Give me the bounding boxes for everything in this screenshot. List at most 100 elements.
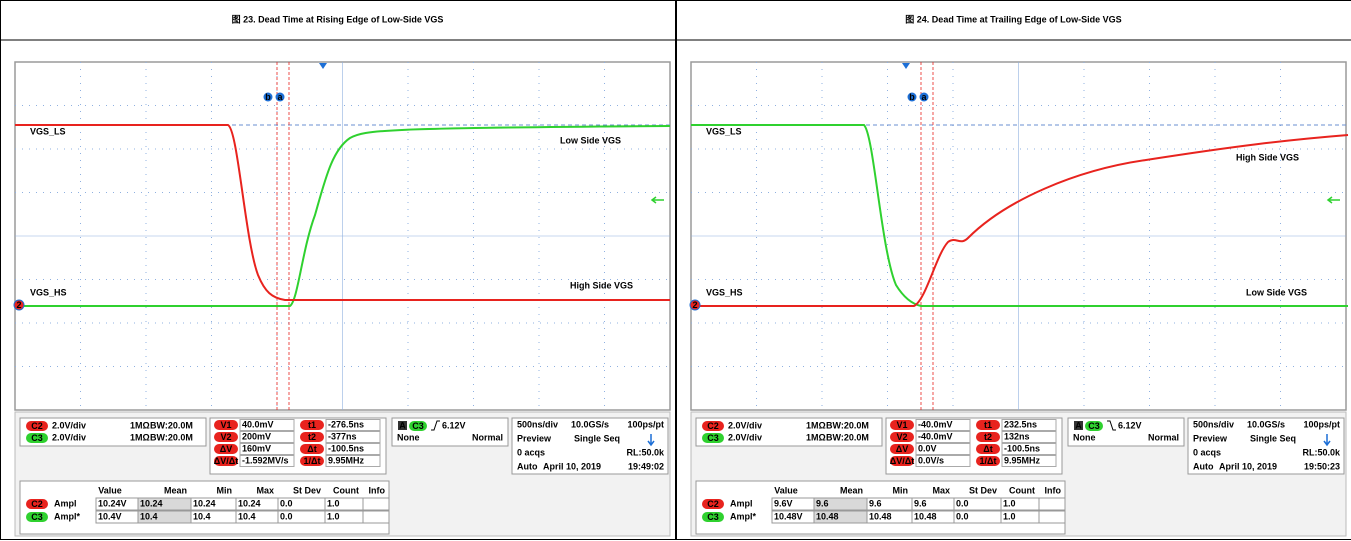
measurement-cell: 10.24 — [238, 498, 261, 508]
measurement-name: Ampl* — [730, 511, 757, 521]
badge-label: V2 — [896, 432, 907, 442]
panel: 图 23. Dead Time at Rising Edge of Low-Si… — [0, 0, 676, 540]
badge-label: C3 — [1088, 421, 1100, 431]
offset-arrow — [650, 196, 664, 204]
annotation: Low Side VGS — [560, 135, 621, 145]
trigger-level: 6.12V — [442, 420, 466, 430]
badge-label: Δt — [307, 444, 316, 454]
trace-c3 — [691, 124, 1348, 307]
measurement-cell: 9.6V — [774, 498, 793, 508]
badge — [1085, 421, 1103, 431]
measurement-cell: 1.0 — [1003, 498, 1016, 508]
channel-impedance: 1MΩ — [806, 432, 826, 442]
measurement-cell: 0.0 — [956, 511, 969, 521]
table-header: Max — [256, 485, 274, 495]
badge — [214, 444, 238, 454]
badge — [890, 420, 914, 430]
table-header: Min — [217, 485, 233, 495]
panel-border — [676, 0, 1351, 540]
badge — [976, 444, 1000, 454]
badge — [26, 433, 48, 443]
badge — [26, 421, 48, 431]
channel-marker-label: 2 — [692, 300, 697, 310]
measurement-cell: 10.24 — [193, 498, 216, 508]
cursor-marker-label: b — [265, 92, 271, 102]
badge — [26, 512, 48, 522]
cursor-marker-label: b — [909, 92, 915, 102]
table-header: St Dev — [969, 485, 997, 495]
channel-scale: 2.0V/div — [52, 420, 86, 430]
cursor-value-box — [915, 443, 971, 455]
trace-label: VGS_HS — [706, 287, 743, 297]
timebase: 500ns/div — [1193, 419, 1234, 429]
record-length: RL:50.0k — [626, 447, 665, 457]
annotation: High Side VGS — [1236, 152, 1299, 162]
cursor-value: -40.0mV — [918, 419, 953, 429]
trace-label: VGS_HS — [30, 287, 67, 297]
badge — [702, 433, 724, 443]
trace-label: VGS_LS — [30, 126, 66, 136]
trigger-coupling: None — [397, 432, 420, 442]
cursor-value: 232.5ns — [1004, 419, 1037, 429]
table-header: Info — [369, 485, 386, 495]
cursor-value: -377ns — [328, 431, 357, 441]
channel-impedance: 1MΩ — [130, 432, 150, 442]
time: 19:50:23 — [1304, 461, 1340, 471]
badge-label: ΔV/Δt — [890, 456, 914, 466]
cursor-marker — [275, 92, 285, 102]
channel-marker — [13, 299, 25, 311]
panel-title: 图 24. Dead Time at Trailing Edge of Low-… — [905, 14, 1121, 24]
timebase: 500ns/div — [517, 419, 558, 429]
run-arrow — [1323, 434, 1331, 447]
cursor-value: -276.5ns — [328, 419, 364, 429]
resolution: 100ps/pt — [1303, 419, 1340, 429]
table-header: St Dev — [293, 485, 321, 495]
info-box — [1187, 417, 1345, 475]
channel-bandwidth: BW:20.0M — [826, 432, 869, 442]
table-header: Max — [932, 485, 950, 495]
measurement-name: Ampl* — [54, 511, 81, 521]
cursor-value-box — [239, 431, 295, 443]
badge-label: t1 — [308, 420, 316, 430]
cursor-value: 40.0mV — [242, 419, 274, 429]
cursor-value-box — [915, 455, 971, 467]
channel-scale: 2.0V/div — [728, 432, 762, 442]
table-header: Count — [1009, 485, 1035, 495]
panel-title: 图 23. Dead Time at Rising Edge of Low-Si… — [232, 14, 444, 24]
cursor-value-box — [915, 431, 971, 443]
acquisitions: 0 acqs — [1193, 447, 1221, 457]
cursor-value-box — [915, 419, 971, 431]
panel: 图 24. Dead Time at Trailing Edge of Low-… — [676, 0, 1351, 540]
badge-label: Δt — [983, 444, 992, 454]
trigger-marker — [902, 63, 910, 69]
cursor-value: 0.0V — [918, 443, 937, 453]
trigger-badge — [1074, 421, 1083, 430]
cursor-value: 200mV — [242, 431, 271, 441]
sample-rate: 10.0GS/s — [571, 419, 609, 429]
preview: Preview — [517, 433, 552, 443]
preview: Preview — [1193, 433, 1228, 443]
time: 19:49:02 — [628, 461, 664, 471]
trigger-edge — [1107, 420, 1116, 431]
trigger-badge-label: A — [1075, 420, 1082, 430]
annotation: High Side VGS — [570, 280, 633, 290]
measurement-cell: 10.48 — [816, 511, 839, 521]
measurement-cell: 0.0 — [280, 498, 293, 508]
badge — [300, 444, 324, 454]
measurement-cell: 10.24V — [98, 498, 127, 508]
badge — [890, 456, 914, 466]
channel-impedance: 1MΩ — [130, 420, 150, 430]
annotation: Low Side VGS — [1246, 287, 1307, 297]
badge-label: ΔV — [220, 444, 232, 454]
cursor-value-box — [239, 419, 295, 431]
measurement-cell: 0.0 — [956, 498, 969, 508]
badge — [214, 420, 238, 430]
cursor-marker — [907, 92, 917, 102]
cursor-marker — [263, 92, 273, 102]
cursor-value-box — [325, 455, 381, 467]
table-header: Value — [98, 485, 122, 495]
record-length: RL:50.0k — [1302, 447, 1341, 457]
channel-bandwidth: BW:20.0M — [150, 420, 193, 430]
badge — [214, 432, 238, 442]
channel-bandwidth: BW:20.0M — [150, 432, 193, 442]
